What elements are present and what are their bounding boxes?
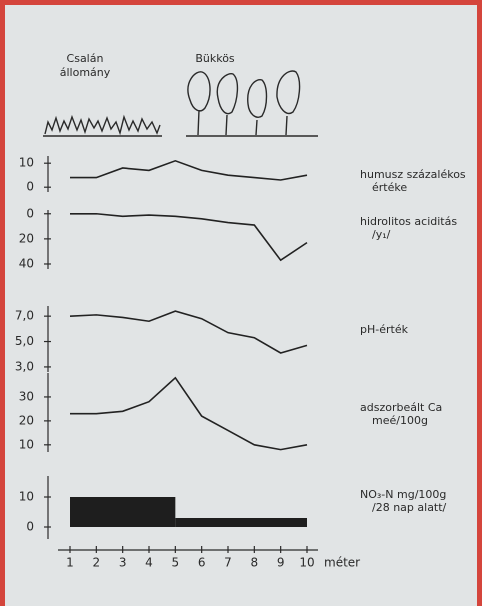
series-label: pH-érték bbox=[360, 323, 409, 336]
series-label: /y₁/ bbox=[372, 228, 391, 241]
x-tick-label: 7 bbox=[224, 556, 232, 570]
tree-sketch bbox=[186, 70, 318, 137]
data-line bbox=[69, 310, 308, 354]
y-tick-label: 20 bbox=[19, 231, 34, 245]
x-axis-label: méter bbox=[324, 556, 360, 570]
x-tick-label: 3 bbox=[119, 556, 127, 570]
x-tick-label: 5 bbox=[172, 556, 180, 570]
x-tick-label: 2 bbox=[93, 556, 101, 570]
x-tick-label: 10 bbox=[299, 556, 314, 570]
y-tick-label: 0 bbox=[26, 520, 34, 534]
header-label: Bükkös bbox=[195, 52, 235, 65]
x-tick-label: 8 bbox=[251, 556, 259, 570]
data-line bbox=[70, 212, 308, 262]
y-tick-label: 7,0 bbox=[15, 309, 34, 323]
bar bbox=[70, 497, 176, 527]
series-label: értéke bbox=[372, 181, 407, 194]
y-tick-label: 0 bbox=[26, 180, 34, 194]
y-tick-label: 3,0 bbox=[15, 359, 34, 373]
series-label: NO₃-N mg/100g bbox=[360, 488, 446, 501]
x-tick-label: 9 bbox=[277, 556, 285, 570]
y-tick-label: 10 bbox=[19, 156, 34, 170]
header-label: állomány bbox=[60, 66, 111, 79]
data-line bbox=[70, 376, 308, 451]
series-label: /28 nap alatt/ bbox=[372, 501, 447, 514]
y-tick-label: 10 bbox=[19, 490, 34, 504]
nettle-sketch bbox=[43, 114, 162, 137]
x-tick-label: 6 bbox=[198, 556, 206, 570]
y-tick-label: 0 bbox=[26, 206, 34, 220]
y-tick-label: 20 bbox=[19, 413, 34, 427]
header-label: Csalán bbox=[67, 52, 104, 65]
x-tick-label: 1 bbox=[66, 556, 74, 570]
series-label: meé/100g bbox=[372, 414, 428, 427]
y-tick-label: 5,0 bbox=[15, 334, 34, 348]
y-tick-label: 40 bbox=[19, 256, 34, 270]
series-label: adszorbeált Ca bbox=[360, 401, 442, 414]
series-label: humusz százalékos bbox=[360, 168, 466, 181]
data-line bbox=[70, 159, 308, 181]
bar bbox=[175, 518, 307, 527]
y-tick-label: 30 bbox=[19, 389, 34, 403]
y-tick-label: 10 bbox=[19, 437, 34, 451]
series-label: hidrolitos aciditás bbox=[360, 215, 457, 228]
x-tick-label: 4 bbox=[145, 556, 153, 570]
